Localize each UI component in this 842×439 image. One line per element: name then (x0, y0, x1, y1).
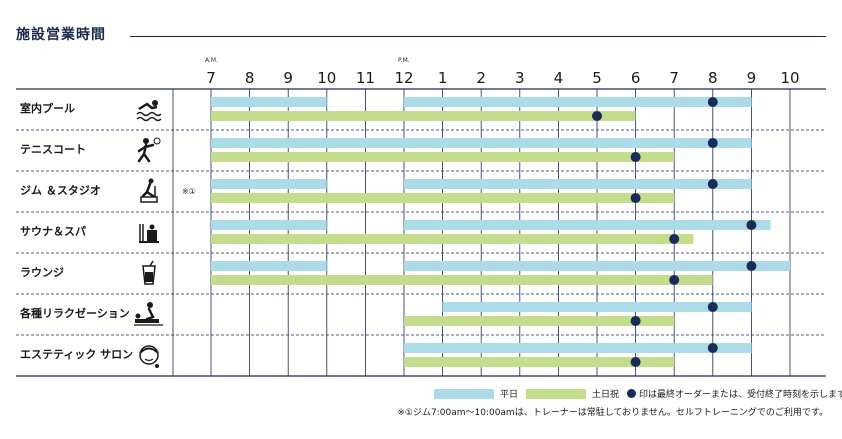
legend-weekend-label: 土日祝 (592, 390, 620, 400)
facility-name: ジム ＆スタジオ (20, 184, 101, 197)
weekend-last-order-dot (630, 316, 641, 326)
legend-dot-note: 印は最終オーダーまたは、受付終了時刻を示します。 (639, 390, 842, 400)
tick-label: 10 (317, 69, 336, 87)
weekend-bar (211, 152, 675, 162)
page-title: 施設営業時間 (16, 27, 106, 43)
legend-weekend-swatch (526, 388, 587, 399)
tick-sub-label: A.M. (205, 57, 218, 64)
tick-label: 10 (780, 69, 799, 87)
legend-weekday-swatch (434, 388, 494, 399)
weekday-bar (211, 97, 327, 107)
weekday-bar (404, 261, 790, 271)
weekend-bar (211, 275, 713, 285)
facility-note: ※① (182, 187, 196, 196)
weekday-last-order-dot (746, 261, 757, 271)
facility-name: 室内プール (20, 101, 75, 115)
weekend-bar (211, 111, 636, 121)
footnote: ※①ジム7:00am〜10:00amは、トレーナーは常駐しておりません。セルフト… (397, 408, 828, 418)
weekday-bar (404, 97, 752, 107)
weekday-bar (211, 179, 327, 189)
tick-label: 3 (515, 69, 525, 87)
tick-label: 5 (592, 69, 602, 87)
weekend-bar (211, 234, 694, 244)
legend: 平日 土日祝 印は最終オーダーまたは、受付終了時刻を示します。 (434, 387, 842, 400)
facility-name: サウナ＆スパ (20, 225, 86, 238)
sauna-icon (139, 224, 159, 243)
facility-name: ラウンジ (20, 266, 64, 279)
weekday-bar (211, 138, 752, 148)
tick-label: 9 (747, 69, 757, 87)
facility-name: エステティック サロン (20, 348, 133, 361)
weekday-last-order-dot (707, 179, 718, 189)
tick-label: 7 (206, 69, 216, 87)
weekend-last-order-dot (669, 234, 680, 244)
weekday-bar (211, 220, 327, 230)
weekday-bar (404, 179, 752, 189)
tick-label: 11 (356, 69, 375, 87)
weekday-bar (404, 220, 771, 230)
tick-label: 9 (283, 69, 293, 87)
tick-label: 4 (554, 69, 564, 87)
weekday-last-order-dot (746, 220, 757, 230)
weekend-last-order-dot (630, 152, 641, 162)
tick-label: 8 (708, 69, 718, 87)
weekday-bar (442, 302, 752, 312)
tick-label: 8 (245, 69, 255, 87)
tick-label: 7 (669, 69, 679, 87)
weekend-bar (404, 357, 675, 367)
weekend-last-order-dot (630, 357, 641, 367)
weekday-bar (404, 343, 752, 353)
tennis-icon (137, 137, 161, 163)
weekday-last-order-dot (707, 138, 718, 148)
weekday-last-order-dot (707, 97, 718, 107)
title-rule (130, 36, 826, 37)
weekday-last-order-dot (707, 343, 718, 353)
weekend-last-order-dot (630, 193, 641, 203)
gym-icon (140, 178, 158, 203)
facility-name: テニスコート (20, 143, 86, 156)
weekend-last-order-dot (592, 111, 602, 121)
weekday-last-order-dot (707, 302, 718, 312)
tick-label: 2 (476, 69, 486, 87)
esthetic-icon (139, 345, 159, 368)
facility-name: 各種リラクゼーション (19, 306, 130, 320)
tick-label: 6 (631, 69, 641, 87)
weekday-bar (211, 261, 327, 271)
weekend-bar (211, 193, 675, 203)
tick-label: 1 (438, 69, 448, 87)
weekend-bar (404, 316, 675, 326)
drink-icon (142, 260, 156, 285)
legend-dot-icon (627, 389, 637, 398)
weekend-last-order-dot (669, 275, 680, 285)
legend-weekday-label: 平日 (500, 390, 519, 400)
tick-label: 12 (394, 69, 413, 87)
hours-chart: A.M.7 8 9 10 11P.M.12 1 2 3 4 5 6 7 8 9 10室内プールテニスコートジ… (16, 57, 826, 377)
swimming-icon (136, 100, 162, 122)
tick-sub-label: P.M. (398, 57, 410, 64)
massage-icon (134, 302, 163, 326)
